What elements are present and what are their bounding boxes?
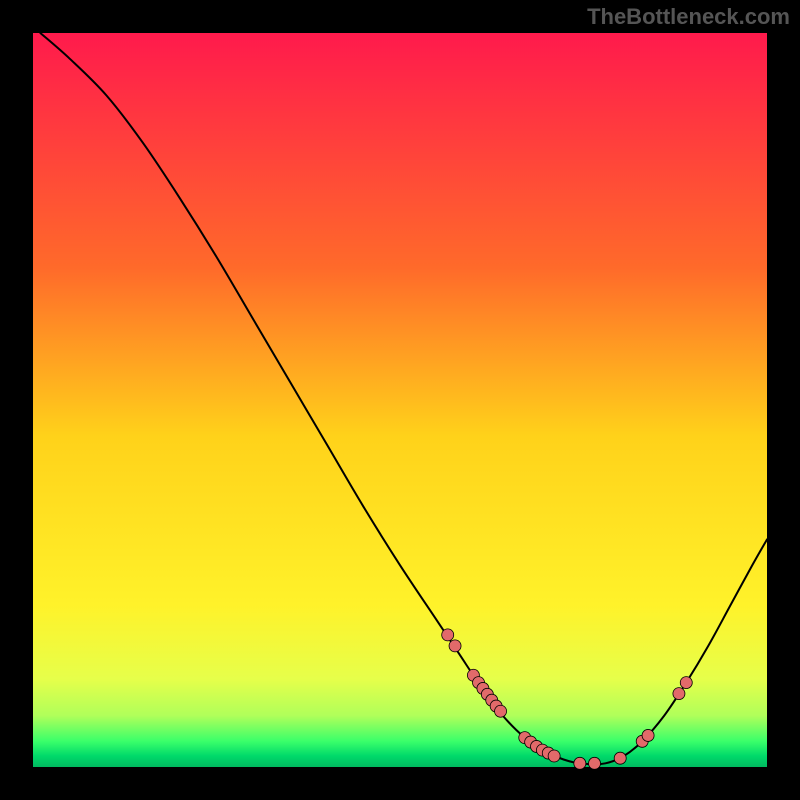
chart-plot-area	[33, 33, 767, 767]
watermark-text: TheBottleneck.com	[587, 4, 790, 30]
